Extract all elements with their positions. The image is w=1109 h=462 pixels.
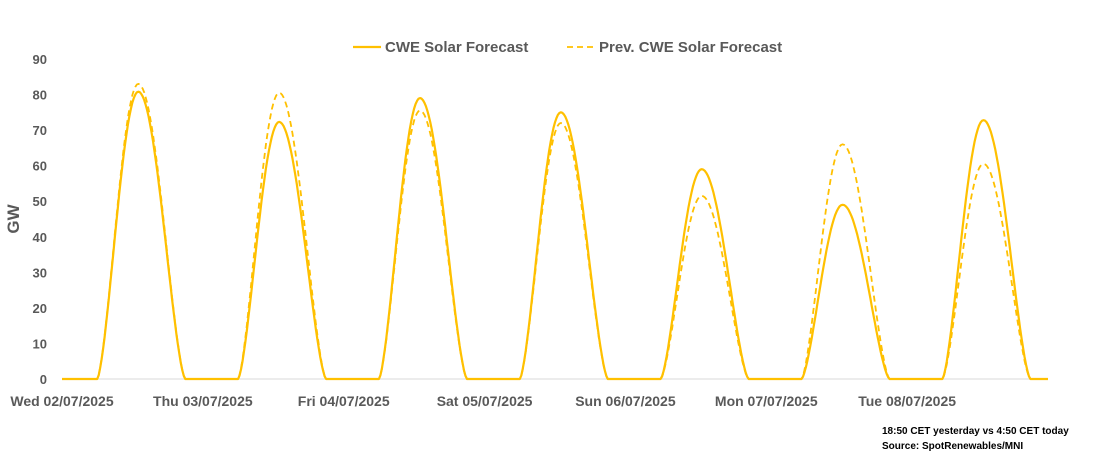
x-tick-label: Mon 07/07/2025: [715, 393, 818, 409]
series-line-cwe-solar-forecast: [62, 90, 1048, 381]
series-lines: [62, 83, 1048, 381]
y-axis-ticks: 0 10 20 30 40 50 60 70 80 90: [33, 52, 47, 387]
footnote-timestamp: 18:50 CET yesterday vs 4:50 CET today: [882, 426, 1069, 437]
y-tick-label: 10: [33, 336, 47, 351]
footnote-source: Source: SpotRenewables/MNI: [882, 441, 1024, 452]
x-tick-label: Fri 04/07/2025: [298, 393, 390, 409]
series-line-prev-cwe-solar-forecast: [62, 83, 1048, 380]
y-tick-label: 50: [33, 194, 47, 209]
x-tick-label: Sat 05/07/2025: [437, 393, 533, 409]
x-axis-ticks: Wed 02/07/2025 Thu 03/07/2025 Fri 04/07/20…: [10, 393, 956, 409]
x-tick-label: Tue 08/07/2025: [858, 393, 956, 409]
y-axis-label: GW: [4, 203, 23, 233]
y-tick-label: 60: [33, 159, 47, 174]
y-tick-label: 80: [33, 88, 47, 103]
legend-label-cwe-solar-forecast: CWE Solar Forecast: [385, 39, 528, 56]
y-tick-label: 20: [33, 301, 47, 316]
y-tick-label: 90: [33, 52, 47, 67]
y-tick-label: 40: [33, 230, 47, 245]
y-tick-label: 70: [33, 123, 47, 138]
x-tick-label: Wed 02/07/2025: [10, 393, 113, 409]
legend: CWE Solar Forecast Prev. CWE Solar Forec…: [353, 39, 782, 56]
y-tick-label: 0: [40, 372, 47, 387]
legend-label-prev-cwe-solar-forecast: Prev. CWE Solar Forecast: [599, 39, 782, 56]
x-tick-label: Sun 06/07/2025: [575, 393, 676, 409]
y-tick-label: 30: [33, 265, 47, 280]
x-tick-label: Thu 03/07/2025: [153, 393, 253, 409]
